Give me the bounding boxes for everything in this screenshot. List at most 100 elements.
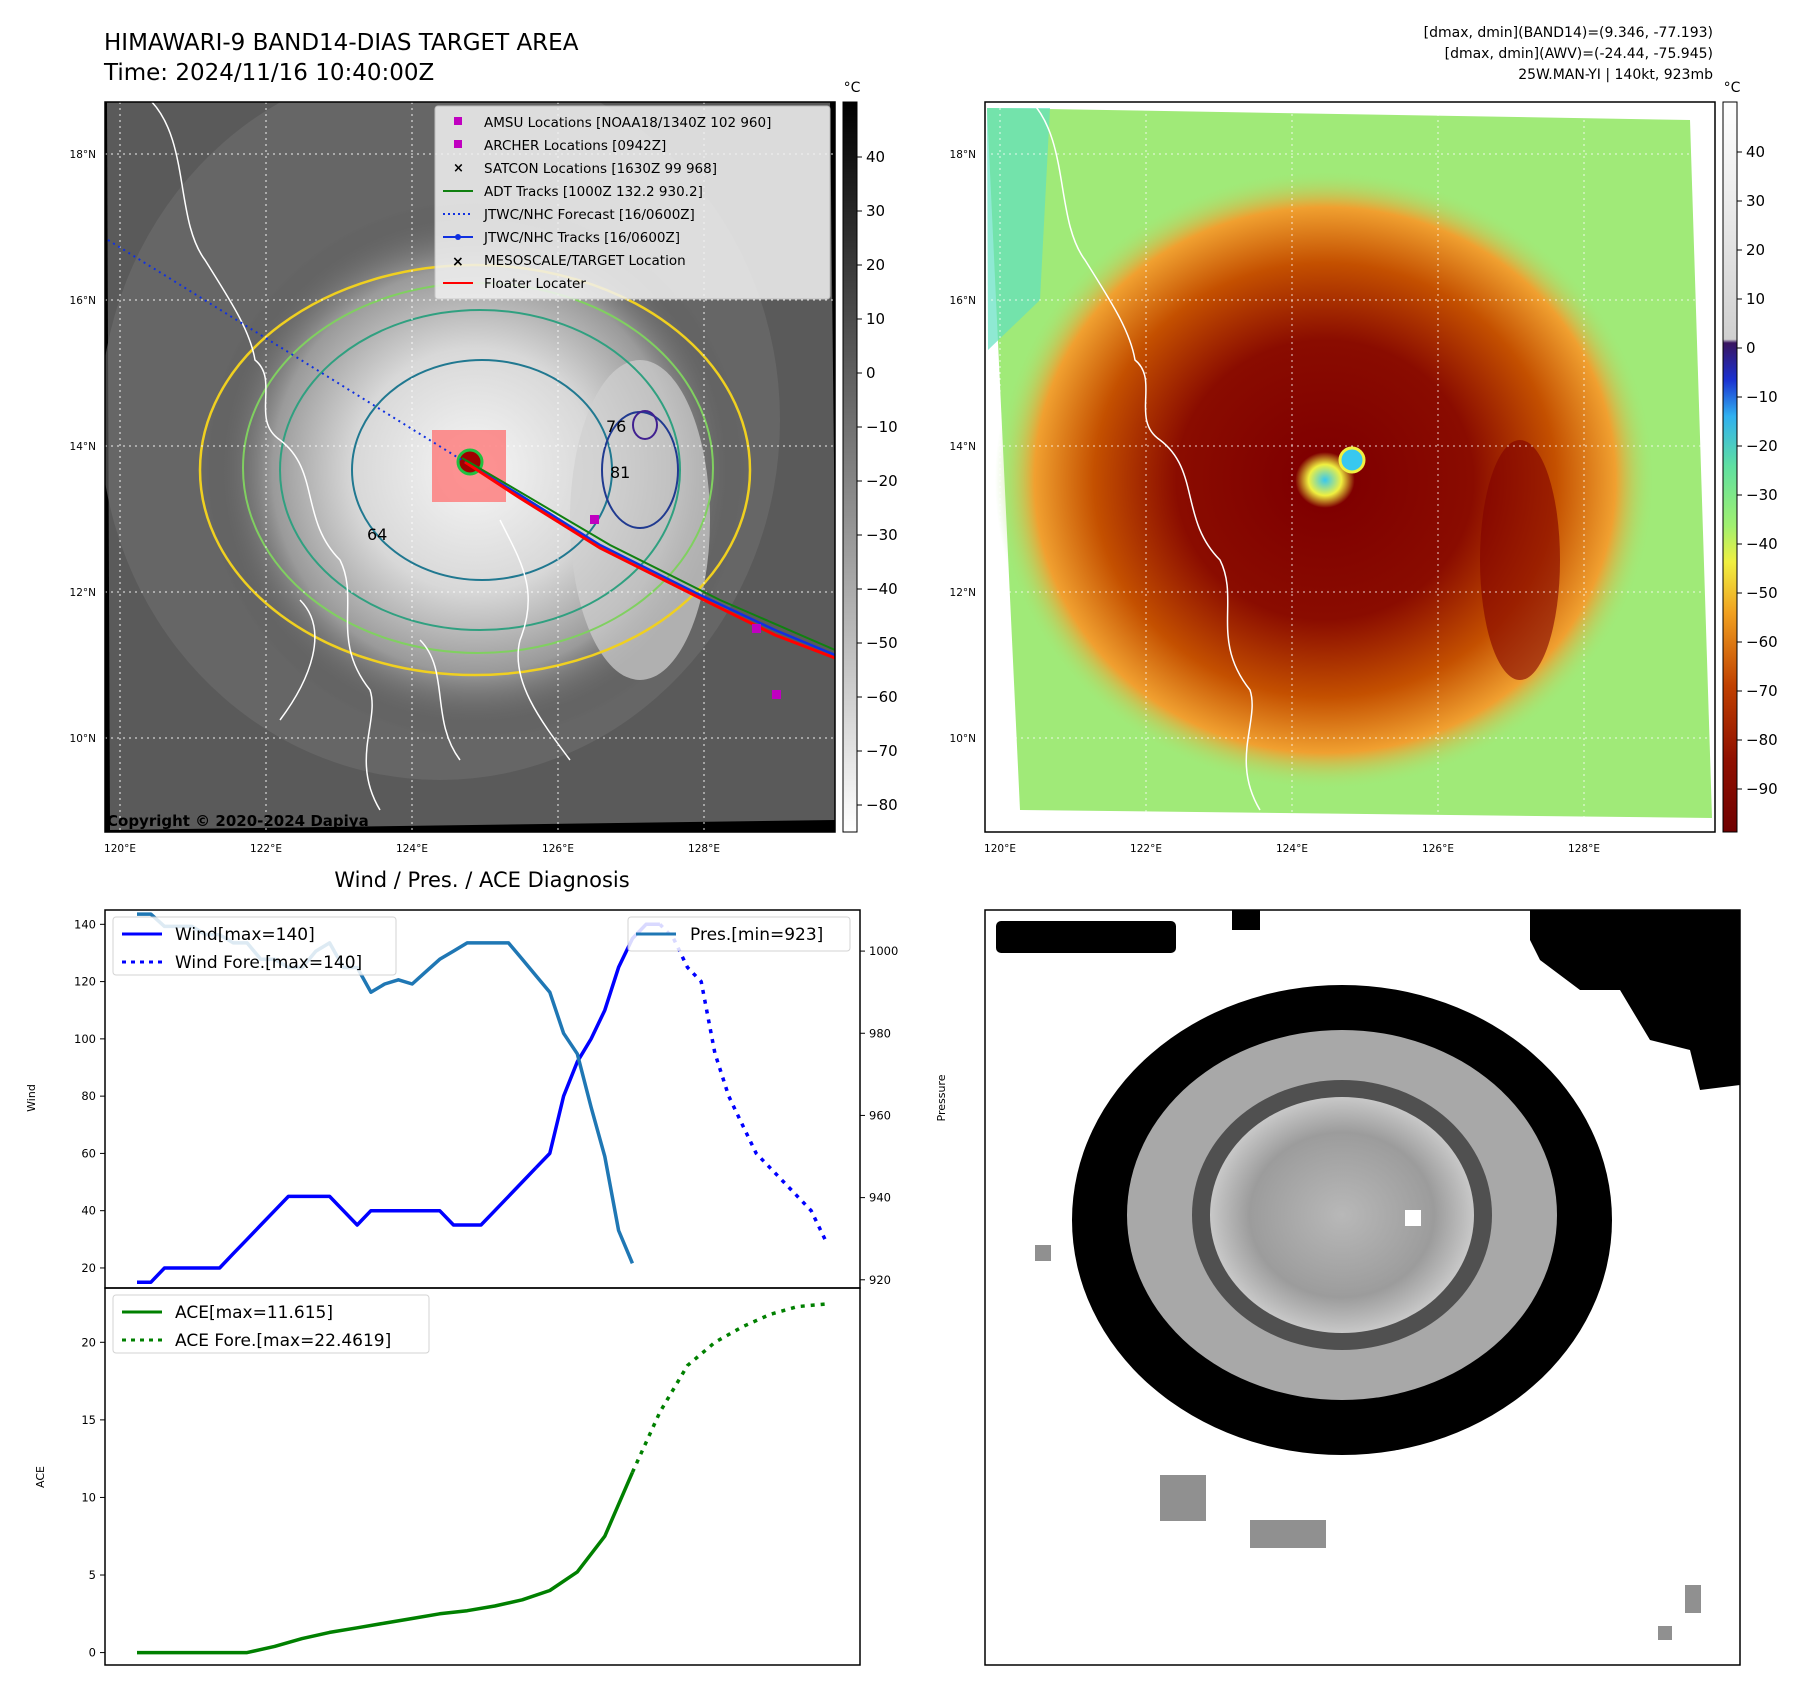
legend-floater: Floater Locater xyxy=(484,276,586,292)
awv-colorbar-ticks: 40 30 20 10 0 −10 −20 −30 −40 −50 −60 −70 −80 −90 xyxy=(1737,143,1778,798)
ir-cbar-tick-1: 30 xyxy=(866,202,885,220)
ir-contour-blue xyxy=(351,359,613,581)
wind-tick-3: 80 xyxy=(81,1089,96,1103)
forecast-track xyxy=(107,239,466,463)
awv-cbar-tick-11: −70 xyxy=(1746,682,1778,700)
wmg-panel: WMG Count: 1 xyxy=(984,909,1741,1666)
ace-series-0 xyxy=(137,1471,635,1655)
diagnosis-lines xyxy=(137,912,827,1655)
ir-legend: AMSU Locations [NOAA18/1340Z 102 960] AR… xyxy=(434,105,831,300)
wind-tick-4: 60 xyxy=(81,1146,96,1160)
lat-tick-awv-0: 18°N xyxy=(950,149,976,161)
wmg-badge xyxy=(996,921,1176,953)
ir-cbar-tick-4: 0 xyxy=(866,364,876,382)
ir-cbar-tick-3: 10 xyxy=(866,310,885,328)
lat-tick-awv-1: 16°N xyxy=(950,295,976,307)
ir-legend-box xyxy=(434,105,831,300)
awv-cbar-tick-1: 30 xyxy=(1746,192,1765,210)
pres-tick-3: 940 xyxy=(869,1191,891,1205)
wmg-eye-center xyxy=(1405,1210,1421,1226)
wind-series-0 xyxy=(137,1166,538,1285)
awv-frame xyxy=(984,101,1716,833)
lat-tick-ir-0: 18°N xyxy=(70,149,96,161)
wmg-badge-text: WMG Count: 1 xyxy=(1014,927,1159,948)
info-dmax-awv: [dmax, dmin](AWV)=(-24.44, -75.945) xyxy=(1445,46,1713,62)
lon-tick-ir-0: 120°E xyxy=(104,843,136,855)
coastline-samar xyxy=(499,519,571,761)
wmg-black-corner xyxy=(1530,910,1740,1090)
ace-legend-box xyxy=(112,1294,430,1354)
wmg-fragment-4 xyxy=(1685,1585,1701,1613)
awv-cbar-tick-3: 10 xyxy=(1746,290,1765,308)
awv-cbar-tick-8: −40 xyxy=(1746,535,1778,553)
ace-axis-label: ACE xyxy=(34,1466,47,1488)
ir-cbar-tick-8: −40 xyxy=(866,580,898,598)
legend-wind-fore: Wind Fore.[max=140] xyxy=(175,953,362,973)
awv-cbar-tick-2: 20 xyxy=(1746,241,1765,259)
legend-wind: Wind[max=140] xyxy=(175,925,315,945)
pres-legend-box xyxy=(627,916,851,952)
diagnosis-ticks: 140 120 100 80 60 40 20 1000 980 960 940 920 20 15 10 5… xyxy=(74,917,898,1659)
figure-time: Time: 2024/11/16 10:40:00Z xyxy=(103,60,434,86)
archer-point xyxy=(772,690,781,699)
legend-pres: Pres.[min=923] xyxy=(690,925,823,945)
awv-colorbar xyxy=(1722,101,1738,833)
ir-panel: 64 76 81 xyxy=(104,80,898,833)
ir-cbar-tick-6: −20 xyxy=(866,472,898,490)
lat-tick-ir-1: 16°N xyxy=(70,295,96,307)
ir-frame xyxy=(104,101,836,833)
ir-cbar-tick-9: −50 xyxy=(866,634,898,652)
pres-tick-4: 920 xyxy=(869,1273,891,1287)
ace-legend: ACE[max=11.615] ACE Fore.[max=22.4619] xyxy=(112,1294,430,1354)
ace-frame xyxy=(104,1287,861,1666)
wmg-fragment-1 xyxy=(1035,1245,1051,1261)
lat-tick-ir-4: 10°N xyxy=(70,733,96,745)
lon-tick-awv-1: 122°E xyxy=(1130,843,1162,855)
ir-cbar-tick-7: −30 xyxy=(866,526,898,544)
ir-cbar-tick-5: −10 xyxy=(866,418,898,436)
wmg-black-fragment xyxy=(1232,910,1260,930)
awv-cbar-tick-13: −90 xyxy=(1746,780,1778,798)
map-tick-labels: 18°N 16°N 14°N 12°N 10°N 120°E 122°E 124°E 126°E… xyxy=(70,149,1600,855)
coastline-luzon xyxy=(150,102,381,811)
wind-legend: Wind[max=140] Wind Fore.[max=140] xyxy=(112,916,397,976)
wind-tick-5: 40 xyxy=(81,1204,96,1218)
awv-eye xyxy=(1338,446,1366,474)
lon-tick-awv-2: 124°E xyxy=(1276,843,1308,855)
legend-swatch-tracks-dot xyxy=(455,234,461,240)
wmg-fragment-3 xyxy=(1250,1520,1326,1548)
awv-cbar-tick-9: −50 xyxy=(1746,584,1778,602)
lat-tick-awv-2: 14°N xyxy=(950,441,976,453)
ir-cbar-tick-2: 20 xyxy=(866,256,885,274)
floater-track xyxy=(464,460,835,660)
legend-tracks: JTWC/NHC Tracks [16/0600Z] xyxy=(483,230,680,246)
info-storm: 25W.MAN-YI | 140kt, 923mb xyxy=(1518,67,1713,83)
lat-tick-ir-3: 12°N xyxy=(70,587,96,599)
wind-legend-box xyxy=(112,916,397,976)
legend-swatch-satcon: × xyxy=(453,161,464,176)
diagnosis-title: Wind / Pres. / ACE Diagnosis xyxy=(334,868,629,892)
awv-cbar-tick-7: −30 xyxy=(1746,486,1778,504)
legend-ace: ACE[max=11.615] xyxy=(175,1303,333,1323)
legend-target: MESOSCALE/TARGET Location xyxy=(484,253,686,269)
awv-band xyxy=(1480,440,1560,680)
lat-tick-ir-2: 14°N xyxy=(70,441,96,453)
lon-tick-ir-4: 128°E xyxy=(688,843,720,855)
legend-swatch-archer xyxy=(454,140,462,148)
lat-tick-awv-4: 10°N xyxy=(950,733,976,745)
awv-cbar-tick-0: 40 xyxy=(1746,143,1765,161)
awv-panel: °C 40 30 20 10 0 −10 −20 −30 −40 −50 −60 −70 −80 −90 xyxy=(984,80,1778,833)
lon-tick-awv-4: 128°E xyxy=(1568,843,1600,855)
pres-tick-1: 980 xyxy=(869,1026,891,1040)
ir-colorbar-ticks: 40 30 20 10 0 −10 −20 −30 −40 −50 −60 −70 −80 xyxy=(857,148,898,814)
legend-swatch-target: × xyxy=(452,254,464,270)
lon-tick-ir-2: 124°E xyxy=(396,843,428,855)
ace-tick-3: 5 xyxy=(89,1568,96,1582)
ace-series-1 xyxy=(630,1302,826,1474)
ir-contour-label-64: 64 xyxy=(367,525,387,544)
awv-cbar-tick-10: −60 xyxy=(1746,633,1778,651)
pres-tick-2: 960 xyxy=(869,1108,891,1122)
wind-tick-6: 20 xyxy=(81,1261,96,1275)
pres-legend: Pres.[min=923] xyxy=(627,916,851,952)
